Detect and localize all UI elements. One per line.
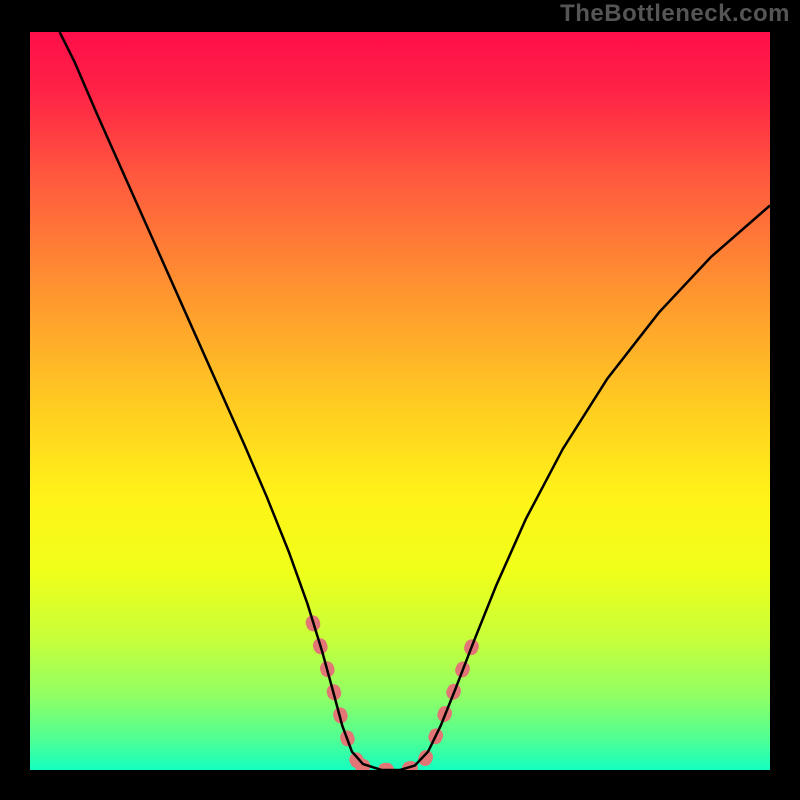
plot-background-gradient: [30, 32, 770, 770]
chart-svg: [0, 0, 800, 800]
chart-stage: TheBottleneck.com: [0, 0, 800, 800]
watermark-text: TheBottleneck.com: [560, 0, 790, 28]
